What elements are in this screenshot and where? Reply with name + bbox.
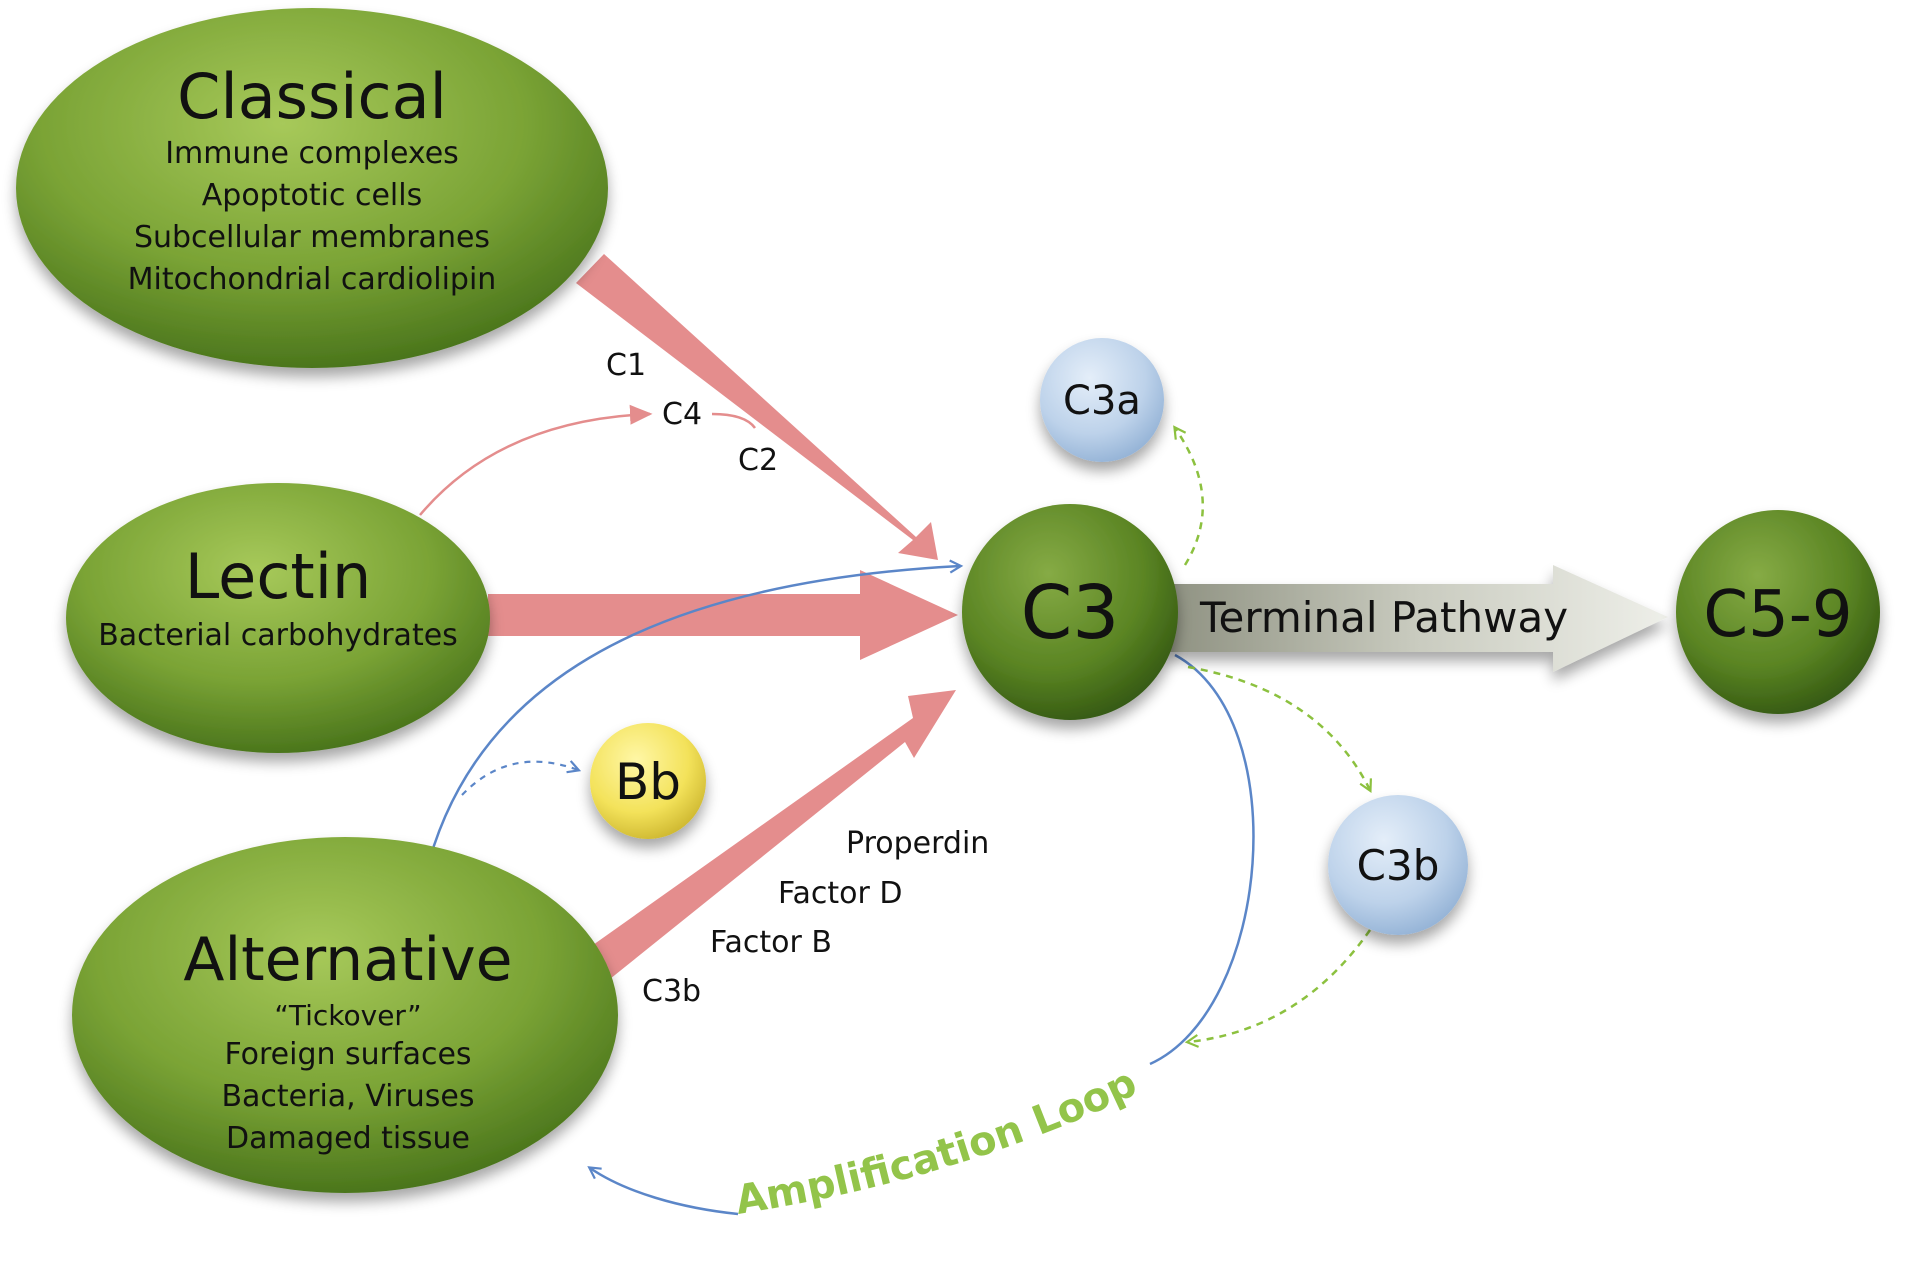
classical-trigger-2: Apoptotic cells xyxy=(202,178,422,213)
alternative-trigger-3: Bacteria, Viruses xyxy=(221,1079,474,1114)
bb-node xyxy=(590,723,706,839)
c2-label: C2 xyxy=(738,443,778,478)
lectin-trigger-1: Bacterial carbohydrates xyxy=(98,618,458,653)
c3-to-c3b-dashed-arrow xyxy=(1187,665,1372,793)
c3a-node xyxy=(1040,338,1164,462)
amplification-loop-line xyxy=(1149,653,1255,1066)
alternative-pathway xyxy=(72,837,618,1193)
factor-d-label: Factor D xyxy=(778,876,902,911)
classical-to-c3-arrow xyxy=(576,254,938,560)
lectin-title: Lectin xyxy=(185,540,372,613)
c3-to-c3a-dashed-arrow xyxy=(1173,425,1205,566)
alternative-trigger-4: Damaged tissue xyxy=(226,1121,470,1156)
c1-label: C1 xyxy=(606,348,646,383)
factor-b-label: Factor B xyxy=(710,925,832,960)
lectin-to-c3-arrow xyxy=(488,570,958,660)
c4-to-c2-connector xyxy=(711,412,757,429)
c3b-factor-label: C3b xyxy=(642,974,701,1009)
alternative-to-c3-loop-arrow xyxy=(423,559,964,878)
c3b-label: C3b xyxy=(1357,841,1440,890)
alternative-trigger-1: “Tickover” xyxy=(274,999,421,1032)
bb-label: Bb xyxy=(615,753,681,811)
terminal-pathway-label: Terminal Pathway xyxy=(1199,593,1568,642)
amplification-loop-return-arrow xyxy=(587,1166,739,1216)
classical-trigger-1: Immune complexes xyxy=(165,136,459,171)
classical-pathway xyxy=(16,8,608,368)
c5-9-label: C5-9 xyxy=(1703,578,1852,652)
c3b-to-loop-dashed-arrow xyxy=(1184,929,1372,1048)
lectin-pathway xyxy=(66,483,490,753)
alternative-trigger-2: Foreign surfaces xyxy=(224,1037,471,1072)
c3-node xyxy=(962,504,1178,720)
alternative-to-c3-arrow xyxy=(576,690,956,987)
classical-trigger-4: Mitochondrial cardiolipin xyxy=(128,262,497,297)
c3b-node xyxy=(1328,795,1468,935)
amplification-loop-label: Amplification Loop xyxy=(732,1060,1143,1224)
bb-release-dashed-arrow xyxy=(461,760,582,796)
c4-label: C4 xyxy=(662,397,702,432)
alternative-title: Alternative xyxy=(183,925,512,995)
classical-title: Classical xyxy=(177,60,447,133)
classical-trigger-3: Subcellular membranes xyxy=(134,220,490,255)
properdin-label: Properdin xyxy=(846,826,989,861)
terminal-pathway-arrow xyxy=(1165,565,1668,672)
c3-label: C3 xyxy=(1021,570,1120,656)
c3a-label: C3a xyxy=(1063,378,1141,424)
c5-9-node xyxy=(1676,510,1880,714)
lectin-to-c4-arrow xyxy=(419,404,653,516)
